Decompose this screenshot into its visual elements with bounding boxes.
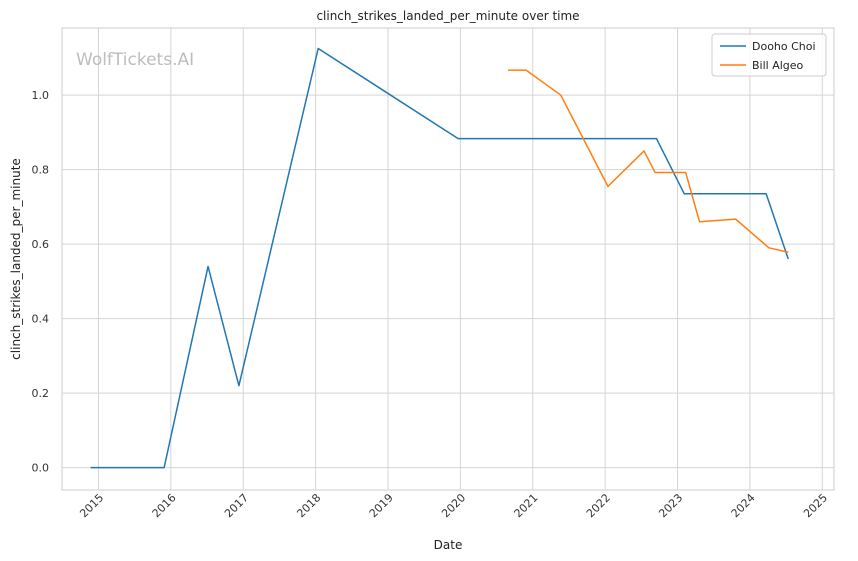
plot-area: [61, 27, 835, 491]
x-axis-label: Date: [434, 538, 463, 552]
x-tick-label: 2025: [801, 491, 830, 520]
x-tick-label: 2015: [77, 491, 106, 520]
y-tick-label: 0.0: [32, 462, 50, 475]
y-tick-label: 0.6: [32, 238, 50, 251]
x-tick-label: 2023: [656, 491, 685, 520]
legend-label: Dooho Choi: [752, 40, 816, 53]
x-tick-label: 2018: [294, 491, 323, 520]
y-tick-label: 0.8: [32, 164, 50, 177]
x-tick-label: 2021: [512, 491, 541, 520]
chart-title: clinch_strikes_landed_per_minute over ti…: [316, 9, 579, 23]
y-tick-label: 0.2: [32, 387, 50, 400]
y-tick-label: 0.4: [32, 313, 50, 326]
x-tick-label: 2020: [439, 491, 468, 520]
x-tick-label: 2022: [584, 491, 613, 520]
series-lines: [90, 47, 789, 469]
x-tick-label: 2016: [150, 491, 179, 520]
series-line-0: [90, 47, 789, 469]
y-axis-label: clinch_strikes_landed_per_minute: [9, 158, 23, 360]
x-axis-ticks: 2015 2016 2017 2018 2019 2020 2021 2022 2023 2024…: [77, 491, 830, 520]
series-line-1: [508, 69, 789, 254]
x-tick-label: 2024: [729, 491, 758, 520]
y-tick-label: 1.0: [32, 89, 50, 102]
grid: [62, 28, 834, 490]
x-tick-label: 2019: [367, 491, 396, 520]
y-axis-ticks: 0.0 0.2 0.4 0.6 0.8 1.0: [32, 89, 50, 475]
watermark-text: WolfTickets.AI: [76, 50, 194, 70]
x-tick-label: 2017: [222, 491, 251, 520]
legend-label: Bill Algeo: [752, 59, 804, 72]
legend: Dooho Choi Bill Algeo: [711, 33, 827, 77]
